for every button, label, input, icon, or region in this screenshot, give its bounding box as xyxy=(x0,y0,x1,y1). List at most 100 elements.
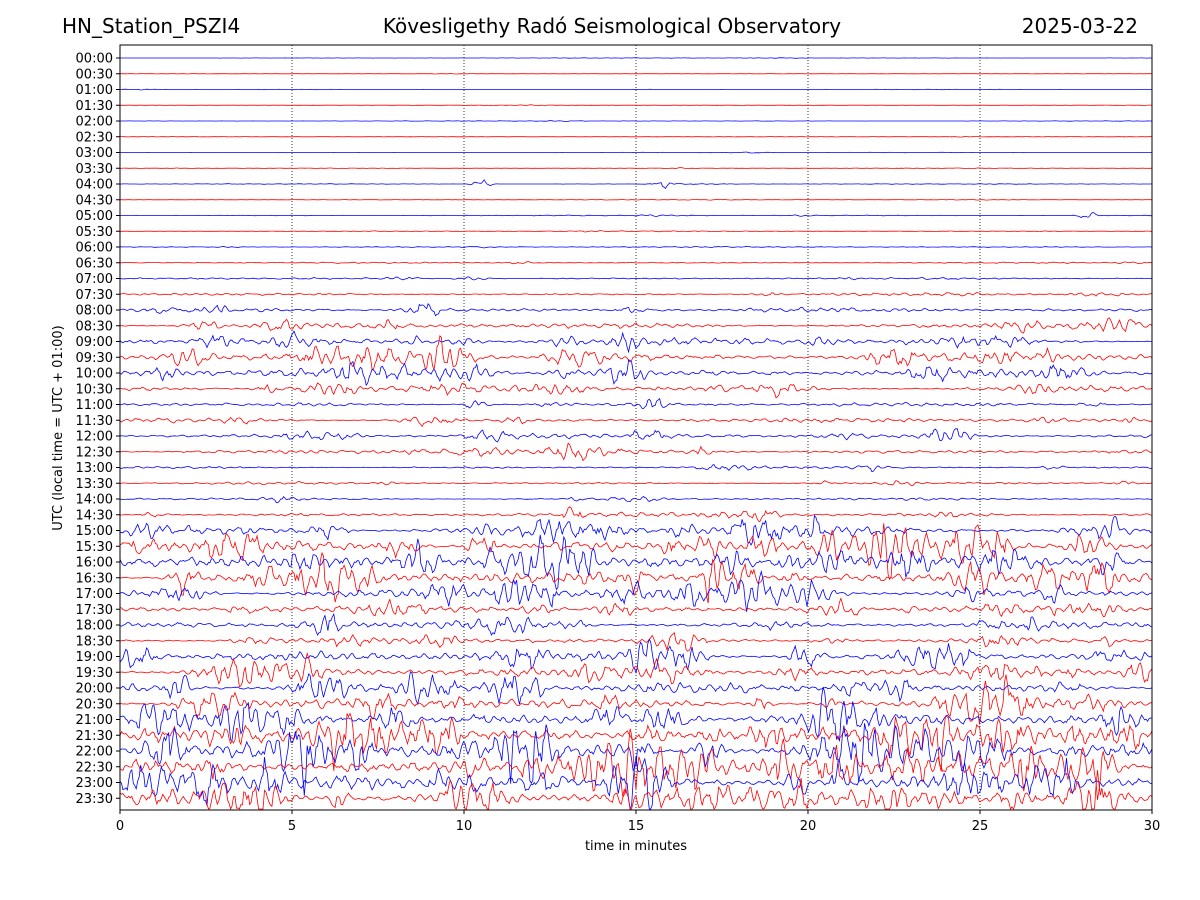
x-tick-label: 5 xyxy=(288,819,296,834)
trace-0600 xyxy=(119,245,1152,249)
trace-1000 xyxy=(119,359,1153,387)
trace-2300 xyxy=(119,756,1153,811)
chart-date: 2025-03-22 xyxy=(1021,14,1138,38)
y-tick-label: 05:00 xyxy=(76,209,113,224)
y-tick-label: 15:00 xyxy=(76,524,113,539)
trace-1400 xyxy=(119,496,1152,504)
y-tick-label: 00:30 xyxy=(76,67,113,82)
trace-1530 xyxy=(119,523,1153,581)
y-tick-label: 21:30 xyxy=(76,729,113,744)
y-tick-label: 14:00 xyxy=(76,493,113,508)
trace-1230 xyxy=(119,442,1153,462)
y-tick-label: 10:00 xyxy=(76,367,113,382)
x-tick-label: 0 xyxy=(116,819,124,834)
trace-0130 xyxy=(119,104,1153,107)
trace-1600 xyxy=(119,534,1153,591)
y-tick-label: 00:00 xyxy=(76,52,113,67)
trace-0730 xyxy=(119,291,1153,297)
y-tick-label: 11:00 xyxy=(76,398,113,413)
y-tick-label: 08:00 xyxy=(76,304,113,319)
trace-1800 xyxy=(119,612,1153,636)
trace-0900 xyxy=(119,330,1153,354)
y-tick-label: 11:30 xyxy=(76,414,113,429)
trace-0700 xyxy=(119,276,1153,281)
x-tick-label: 25 xyxy=(972,819,989,834)
y-tick-label: 19:00 xyxy=(76,650,113,665)
x-tick-label: 15 xyxy=(628,819,645,834)
trace-series xyxy=(119,57,1153,811)
trace-1900 xyxy=(119,638,1153,674)
y-tick-label: 04:00 xyxy=(76,178,113,193)
trace-0400 xyxy=(119,179,1153,190)
trace-0030 xyxy=(119,73,1152,75)
y-tick-label: 06:00 xyxy=(76,241,113,256)
y-tick-label: 23:30 xyxy=(76,792,113,807)
y-tick-label: 04:30 xyxy=(76,193,113,208)
trace-0800 xyxy=(119,302,1153,317)
trace-2030 xyxy=(119,674,1153,725)
y-tick-label: 21:00 xyxy=(76,713,113,728)
y-tick-label: 14:30 xyxy=(76,508,113,523)
trace-0200 xyxy=(120,120,1152,122)
y-tick-label: 09:30 xyxy=(76,351,113,366)
trace-0230 xyxy=(120,136,1153,138)
y-tick-labels: 00:0000:3001:0001:3002:0002:3003:0003:30… xyxy=(76,52,120,807)
trace-0430 xyxy=(120,198,1152,201)
y-axis-label: UTC (local time = UTC + 01:00) xyxy=(51,325,66,530)
trace-1300 xyxy=(119,464,1153,473)
trace-2130 xyxy=(119,712,1153,772)
y-tick-label: 06:30 xyxy=(76,256,113,271)
y-tick-label: 02:00 xyxy=(76,115,113,130)
trace-1500 xyxy=(119,514,1153,546)
y-tick-label: 19:30 xyxy=(76,666,113,681)
trace-1130 xyxy=(119,416,1152,428)
trace-1030 xyxy=(120,382,1153,399)
trace-2000 xyxy=(119,671,1153,705)
y-tick-label: 16:00 xyxy=(76,556,113,571)
trace-1430 xyxy=(119,506,1152,523)
trace-1730 xyxy=(119,597,1153,618)
y-tick-label: 17:30 xyxy=(76,603,113,618)
trace-1830 xyxy=(119,631,1153,652)
trace-2200 xyxy=(119,723,1153,796)
y-tick-label: 22:30 xyxy=(76,760,113,775)
y-tick-label: 22:00 xyxy=(76,745,113,760)
trace-0630 xyxy=(119,261,1153,265)
x-tick-label: 10 xyxy=(456,819,473,834)
trace-0300 xyxy=(120,151,1152,154)
trace-1930 xyxy=(119,652,1153,688)
y-tick-label: 03:30 xyxy=(76,162,113,177)
x-axis-label: time in minutes xyxy=(585,839,687,854)
y-tick-label: 12:30 xyxy=(76,445,113,460)
y-tick-label: 10:30 xyxy=(76,382,113,397)
trace-0000 xyxy=(120,57,1152,59)
x-tick-label: 30 xyxy=(1144,819,1161,834)
y-tick-label: 20:00 xyxy=(76,682,113,697)
y-tick-label: 15:30 xyxy=(76,540,113,555)
y-tick-label: 20:30 xyxy=(76,697,113,712)
trace-0100 xyxy=(119,88,1152,91)
y-tick-label: 13:00 xyxy=(76,461,113,476)
y-tick-label: 05:30 xyxy=(76,225,113,240)
trace-1700 xyxy=(119,570,1153,612)
y-tick-label: 07:30 xyxy=(76,288,113,303)
y-tick-label: 03:00 xyxy=(76,146,113,161)
trace-2330 xyxy=(119,770,1153,811)
y-tick-label: 02:30 xyxy=(76,130,113,145)
y-tick-label: 07:00 xyxy=(76,272,113,287)
trace-1630 xyxy=(119,551,1153,604)
chart-title: Kövesligethy Radó Seismological Observat… xyxy=(382,14,842,38)
trace-2230 xyxy=(119,728,1153,800)
station-name: HN_Station_PSZI4 xyxy=(62,14,241,38)
y-tick-label: 08:30 xyxy=(76,319,113,334)
trace-2100 xyxy=(119,686,1152,742)
x-tick-label: 20 xyxy=(800,819,817,834)
trace-0330 xyxy=(119,167,1153,169)
trace-0530 xyxy=(119,230,1152,233)
y-tick-label: 17:00 xyxy=(76,587,113,602)
grid-lines xyxy=(291,45,981,810)
y-tick-label: 16:30 xyxy=(76,571,113,586)
trace-1200 xyxy=(119,428,1153,443)
x-ticks: 0 5 10 15 20 25 30 xyxy=(116,810,1160,834)
